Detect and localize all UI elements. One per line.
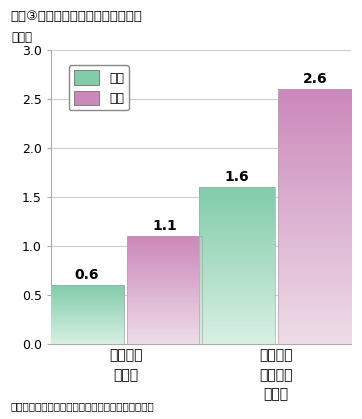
Text: 1.6: 1.6 bbox=[225, 170, 249, 184]
Bar bbox=[278, 89, 353, 344]
Bar bbox=[49, 285, 124, 344]
Bar bbox=[199, 187, 274, 344]
Bar bbox=[127, 236, 202, 344]
Legend: 日本, 米国: 日本, 米国 bbox=[69, 65, 129, 111]
Text: 郵政省、経済企画庁、米国商務省資料等により作成: 郵政省、経済企画庁、米国商務省資料等により作成 bbox=[11, 401, 155, 411]
Text: 2.6: 2.6 bbox=[303, 72, 327, 86]
Text: 1.1: 1.1 bbox=[152, 219, 177, 233]
Text: 0.6: 0.6 bbox=[75, 268, 99, 282]
Text: （％）: （％） bbox=[12, 31, 33, 44]
Text: 図表③　通信・放送産業の日米比較: 図表③ 通信・放送産業の日米比較 bbox=[11, 10, 143, 23]
